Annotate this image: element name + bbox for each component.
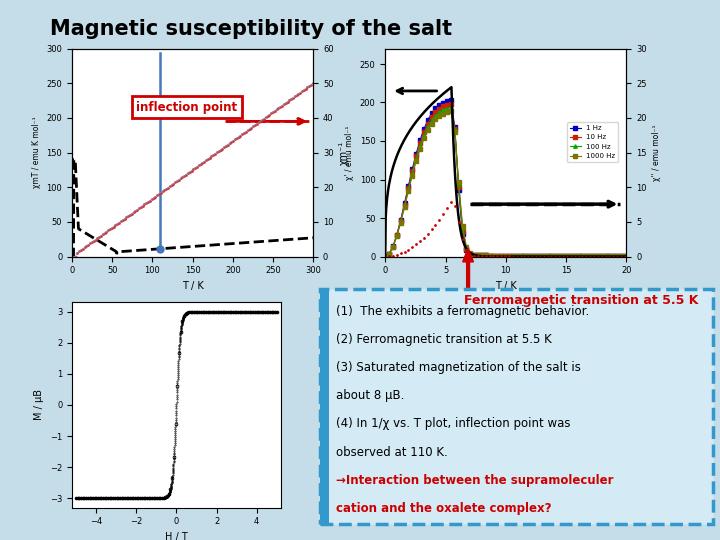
Text: →Interaction between the supramoleculer: →Interaction between the supramoleculer — [336, 474, 613, 487]
10 Hz — [497, 253, 505, 259]
X-axis label: H / T: H / T — [165, 532, 188, 540]
Text: Ferromagnetic transition at 5.5 K: Ferromagnetic transition at 5.5 K — [464, 294, 699, 307]
1000 Hz — [451, 129, 459, 136]
Text: (2) Ferromagnetic transition at 5.5 K: (2) Ferromagnetic transition at 5.5 K — [336, 333, 552, 346]
10 Hz — [621, 253, 629, 260]
1000 Hz — [381, 253, 390, 260]
Text: cation and the oxalete complex?: cation and the oxalete complex? — [336, 502, 552, 515]
1000 Hz — [446, 108, 455, 114]
10 Hz — [505, 253, 513, 259]
1 Hz — [446, 97, 455, 103]
1000 Hz — [621, 253, 629, 260]
X-axis label: T / K: T / K — [181, 281, 204, 291]
Text: (3) Saturated magnetization of the salt is: (3) Saturated magnetization of the salt … — [336, 361, 581, 374]
Line: 1 Hz: 1 Hz — [384, 98, 626, 258]
Text: observed at 110 K.: observed at 110 K. — [336, 446, 448, 458]
10 Hz — [617, 253, 626, 260]
10 Hz — [446, 100, 455, 107]
1000 Hz — [617, 253, 626, 260]
100 Hz — [497, 253, 505, 259]
Text: about 8 μB.: about 8 μB. — [336, 389, 405, 402]
1000 Hz — [551, 253, 559, 260]
Y-axis label: χm⁻¹: χm⁻¹ — [339, 140, 349, 165]
1 Hz — [621, 253, 629, 260]
100 Hz — [458, 225, 467, 232]
1 Hz — [458, 231, 467, 238]
Y-axis label: χ' / emu mol⁻¹: χ' / emu mol⁻¹ — [345, 125, 354, 180]
Line: 10 Hz: 10 Hz — [384, 102, 626, 258]
Line: 1000 Hz: 1000 Hz — [384, 110, 626, 258]
Text: (1)  The exhibits a ferromagnetic behavior.: (1) The exhibits a ferromagnetic behavio… — [336, 305, 590, 318]
Y-axis label: M / μB: M / μB — [35, 389, 45, 421]
10 Hz — [458, 228, 467, 234]
1000 Hz — [458, 222, 467, 229]
1 Hz — [381, 253, 390, 260]
Y-axis label: χmT / emu K mol⁻¹: χmT / emu K mol⁻¹ — [32, 117, 41, 188]
Text: (4) In 1/χ vs. T plot, inflection point was: (4) In 1/χ vs. T plot, inflection point … — [336, 417, 571, 430]
X-axis label: T / K: T / K — [495, 281, 517, 291]
Text: inflection point: inflection point — [136, 100, 238, 113]
10 Hz — [551, 253, 559, 260]
100 Hz — [551, 253, 559, 260]
100 Hz — [446, 104, 455, 111]
1000 Hz — [497, 253, 505, 259]
100 Hz — [617, 253, 626, 260]
1 Hz — [505, 253, 513, 259]
100 Hz — [621, 253, 629, 260]
100 Hz — [505, 253, 513, 259]
Line: 100 Hz: 100 Hz — [384, 106, 626, 258]
100 Hz — [381, 253, 390, 260]
100 Hz — [451, 127, 459, 133]
Legend: 1 Hz, 10 Hz, 100 Hz, 1000 Hz: 1 Hz, 10 Hz, 100 Hz, 1000 Hz — [567, 122, 618, 162]
1 Hz — [451, 124, 459, 131]
10 Hz — [451, 125, 459, 132]
1 Hz — [551, 253, 559, 260]
1 Hz — [617, 253, 626, 260]
10 Hz — [381, 253, 390, 260]
Text: Magnetic susceptibility of the salt: Magnetic susceptibility of the salt — [50, 19, 453, 39]
1000 Hz — [505, 253, 513, 259]
Y-axis label: χ'' / emu mol⁻¹: χ'' / emu mol⁻¹ — [652, 124, 661, 181]
1 Hz — [497, 253, 505, 259]
